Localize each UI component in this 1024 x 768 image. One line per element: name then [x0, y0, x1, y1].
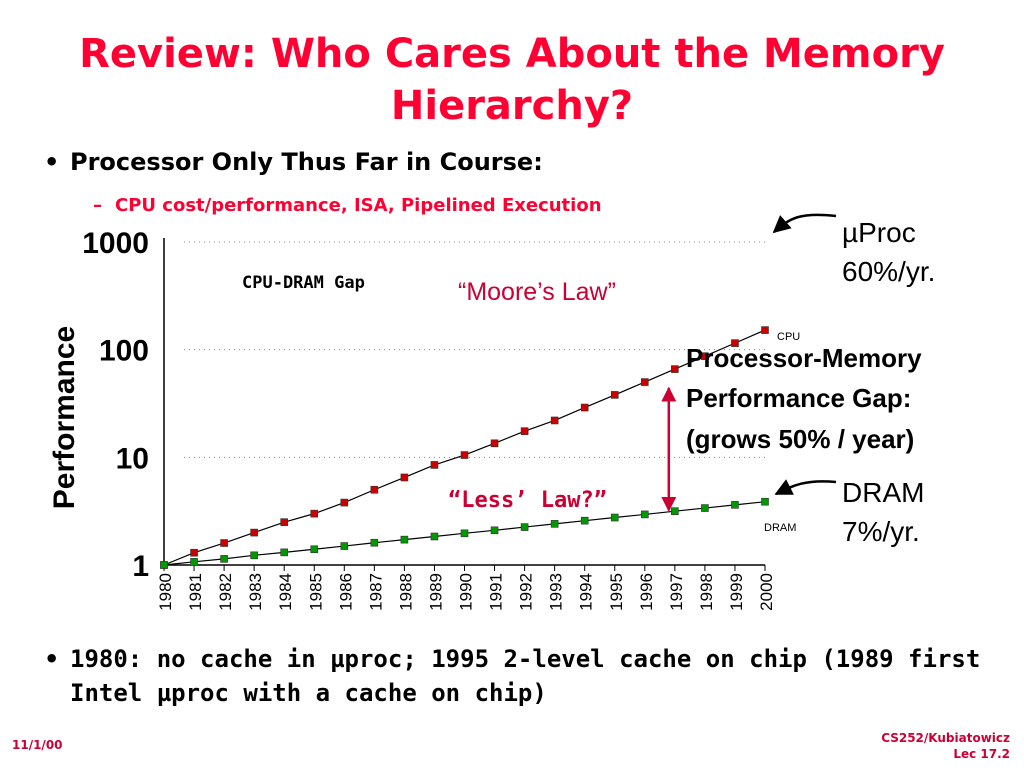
- cpu-dram-gap-label: CPU-DRAM Gap: [242, 273, 365, 293]
- data-point-cpu-1995: [610, 391, 619, 399]
- y-tick-label-100: 100: [99, 335, 149, 368]
- data-point-dram-1998: [701, 504, 709, 512]
- data-point-dram-1986: [340, 542, 349, 550]
- data-point-dram-1996: [640, 510, 649, 519]
- bullet2-text: 1980: no cache in µproc; 1995 2-level ca…: [70, 645, 981, 707]
- data-point-dram-1989: [430, 532, 439, 541]
- x-tick-label-1995: 1995: [607, 573, 626, 611]
- data-point-cpu-1997: [671, 365, 679, 373]
- data-point-cpu-1983: [250, 528, 258, 537]
- data-point-cpu-1981: [190, 548, 198, 557]
- data-point-cpu-1982: [220, 539, 228, 547]
- x-tick-label-1984: 1984: [276, 573, 295, 611]
- y-tick-label-1000: 1000: [82, 227, 149, 260]
- data-point-cpu-1996: [640, 378, 649, 386]
- footer-date: 11/1/00: [12, 738, 63, 752]
- x-tick-label-2000: 2000: [757, 573, 776, 611]
- gap-title-line2: Performance Gap:: [686, 383, 911, 413]
- footer-course-line1: CS252/Kubiatowicz: [881, 731, 1010, 745]
- data-point-cpu-1989: [430, 461, 439, 469]
- x-tick-label-1994: 1994: [577, 573, 596, 611]
- dram-arrow-icon: [774, 479, 837, 496]
- data-point-dram-1997: [671, 507, 679, 516]
- x-tick-label-1983: 1983: [246, 573, 265, 611]
- slide-title-text: Review: Who Cares About the Memory Hiera…: [79, 31, 945, 129]
- slide-title: Review: Who Cares About the Memory Hiera…: [0, 28, 1024, 132]
- data-point-dram-1995: [610, 513, 619, 522]
- data-point-cpu-1990: [460, 451, 469, 459]
- dash-icon: –: [93, 195, 102, 216]
- data-point-cpu-1988: [400, 473, 409, 482]
- data-point-dram-1999: [731, 501, 739, 509]
- data-point-dram-1982: [220, 555, 228, 563]
- data-point-cpu-1991: [490, 439, 499, 448]
- x-tick-label-1980: 1980: [156, 573, 175, 611]
- bullet-dot-icon: •: [44, 645, 60, 673]
- uproc-rate-label: 60%/yr.: [842, 256, 935, 287]
- data-point-cpu-1992: [520, 427, 529, 435]
- data-point-dram-1993: [550, 520, 559, 528]
- x-tick-label-1999: 1999: [727, 573, 746, 611]
- data-point-cpu-1998: [701, 352, 709, 360]
- data-point-cpu-1994: [580, 403, 589, 412]
- gap-title-line1: Processor-Memory: [686, 343, 922, 373]
- x-tick-label-1989: 1989: [426, 573, 445, 611]
- gap-title-line3: (grows 50% / year): [686, 424, 914, 454]
- x-tick-label-1997: 1997: [667, 573, 686, 611]
- data-point-dram-1994: [580, 516, 589, 525]
- y-axis-title: Performance: [48, 326, 81, 509]
- uproc-arrow-icon: [772, 213, 837, 234]
- footer-course-line2: Lec 17.2: [953, 747, 1010, 761]
- y-tick-label-1: 1: [132, 550, 149, 583]
- x-tick-label-1981: 1981: [186, 573, 205, 611]
- bullet-cache-history: • 1980: no cache in µproc; 1995 2-level …: [44, 642, 990, 710]
- x-tick-label-1987: 1987: [366, 573, 385, 611]
- data-point-cpu-1986: [340, 498, 349, 507]
- data-point-dram-2000: [761, 497, 769, 506]
- data-point-cpu-1993: [550, 416, 559, 425]
- data-point-dram-1985: [310, 545, 319, 554]
- sub-bullet-cpu-cost: – CPU cost/performance, ISA, Pipelined Ex…: [93, 195, 602, 216]
- uproc-label: µProc: [842, 217, 916, 248]
- dram-end-label: DRAM: [764, 522, 796, 534]
- data-point-cpu-1985: [310, 509, 319, 518]
- footer-course: CS252/Kubiatowicz Lec 17.2: [810, 730, 1010, 762]
- data-point-cpu-1987: [370, 485, 379, 494]
- data-point-dram-1990: [460, 529, 469, 538]
- x-tick-label-1993: 1993: [547, 573, 566, 611]
- dram-rate-label: 7%/yr.: [842, 516, 920, 547]
- data-point-cpu-2000: [761, 326, 769, 334]
- x-tick-label-1990: 1990: [457, 573, 476, 611]
- sub-bullet-text: CPU cost/performance, ISA, Pipelined Exe…: [115, 195, 602, 216]
- data-point-dram-1983: [250, 551, 258, 560]
- cpu-end-label: CPU: [777, 331, 800, 343]
- data-point-dram-1992: [520, 523, 529, 531]
- x-tick-label-1988: 1988: [396, 573, 415, 611]
- x-tick-label-1982: 1982: [216, 573, 235, 611]
- bullet-processor-only: • Processor Only Thus Far in Course:: [44, 148, 543, 176]
- dram-label: DRAM: [842, 477, 924, 508]
- data-point-dram-1987: [370, 538, 379, 547]
- x-tick-label-1996: 1996: [637, 573, 656, 611]
- x-tick-label-1992: 1992: [517, 573, 536, 611]
- data-point-dram-1984: [280, 548, 289, 557]
- x-tick-label-1985: 1985: [306, 573, 325, 611]
- less-law-label: “Less’ Law?”: [448, 488, 607, 513]
- moores-law-label: “Moore’s Law”: [458, 278, 616, 306]
- data-point-dram-1981: [190, 558, 198, 566]
- data-point-dram-1988: [400, 535, 409, 544]
- y-tick-label-10: 10: [116, 442, 149, 475]
- bullet1-text: Processor Only Thus Far in Course:: [70, 148, 543, 176]
- data-point-dram-1991: [490, 526, 499, 535]
- x-tick-label-1998: 1998: [697, 573, 716, 611]
- bullet-dot-icon: •: [44, 148, 60, 176]
- x-tick-label-1991: 1991: [487, 573, 506, 611]
- data-point-dram-1980: [160, 561, 168, 569]
- data-point-cpu-1999: [731, 339, 739, 347]
- data-point-cpu-1984: [280, 518, 289, 526]
- x-tick-label-1986: 1986: [336, 573, 355, 611]
